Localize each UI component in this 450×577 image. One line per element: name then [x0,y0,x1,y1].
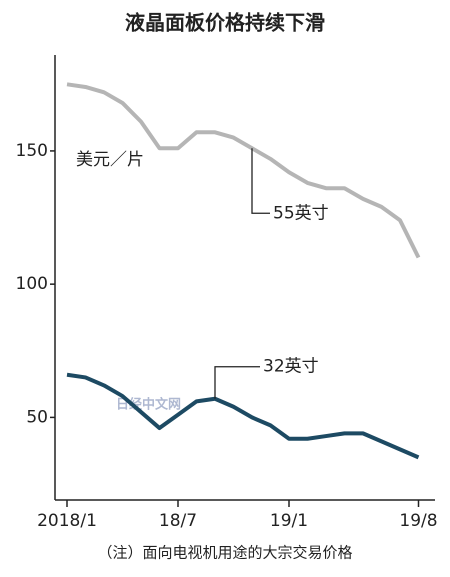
y-tick-label: 150 [16,141,48,161]
x-tick-label: 2018/1 [37,511,97,531]
y-unit: 美元／片 [76,150,144,170]
series-line [66,372,420,460]
callout-line [251,148,270,214]
callout-line [214,366,260,399]
series-line [66,82,421,259]
series-label: 32英寸 [263,357,319,377]
x-tick-label: 19/1 [270,511,308,531]
watermark: 日经中文网 [116,397,181,413]
series-label: 55英寸 [273,203,329,223]
x-tick-label: 18/7 [159,511,197,531]
note: （注）面向电视机用途的大宗交易价格 [97,544,352,562]
y-tick-label: 50 [26,407,48,427]
chart-title: 液晶面板价格持续下滑 [125,11,325,35]
y-tick-label: 100 [16,274,48,294]
x-tick-label: 19/8 [399,511,437,531]
